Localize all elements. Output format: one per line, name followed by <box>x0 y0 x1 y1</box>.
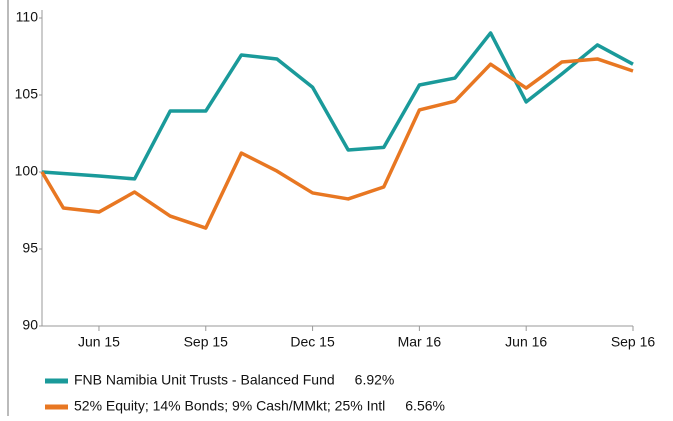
x-tick-label: Mar 16 <box>398 334 442 350</box>
y-tick-label: 110 <box>16 9 39 25</box>
legend-label: FNB Namibia Unit Trusts - Balanced Fund <box>74 372 335 388</box>
x-tick-label: Sep 15 <box>184 334 229 350</box>
x-tick-label: Dec 15 <box>290 334 335 350</box>
x-tick-label: Jun 15 <box>78 334 120 350</box>
x-tick-label: Sep 16 <box>611 334 656 350</box>
legend-label: 52% Equity; 14% Bonds; 9% Cash/MMkt; 25%… <box>74 398 385 414</box>
y-tick-label: 105 <box>15 86 39 102</box>
y-tick-label: 90 <box>22 317 38 333</box>
legend-return: 6.56% <box>405 398 445 414</box>
legend-return: 6.92% <box>355 372 395 388</box>
series-line <box>40 57 634 230</box>
y-tick-label: 95 <box>22 240 38 256</box>
series-line <box>41 31 634 181</box>
x-tick-label: Jun 16 <box>505 334 547 350</box>
y-tick-label: 100 <box>15 163 39 179</box>
